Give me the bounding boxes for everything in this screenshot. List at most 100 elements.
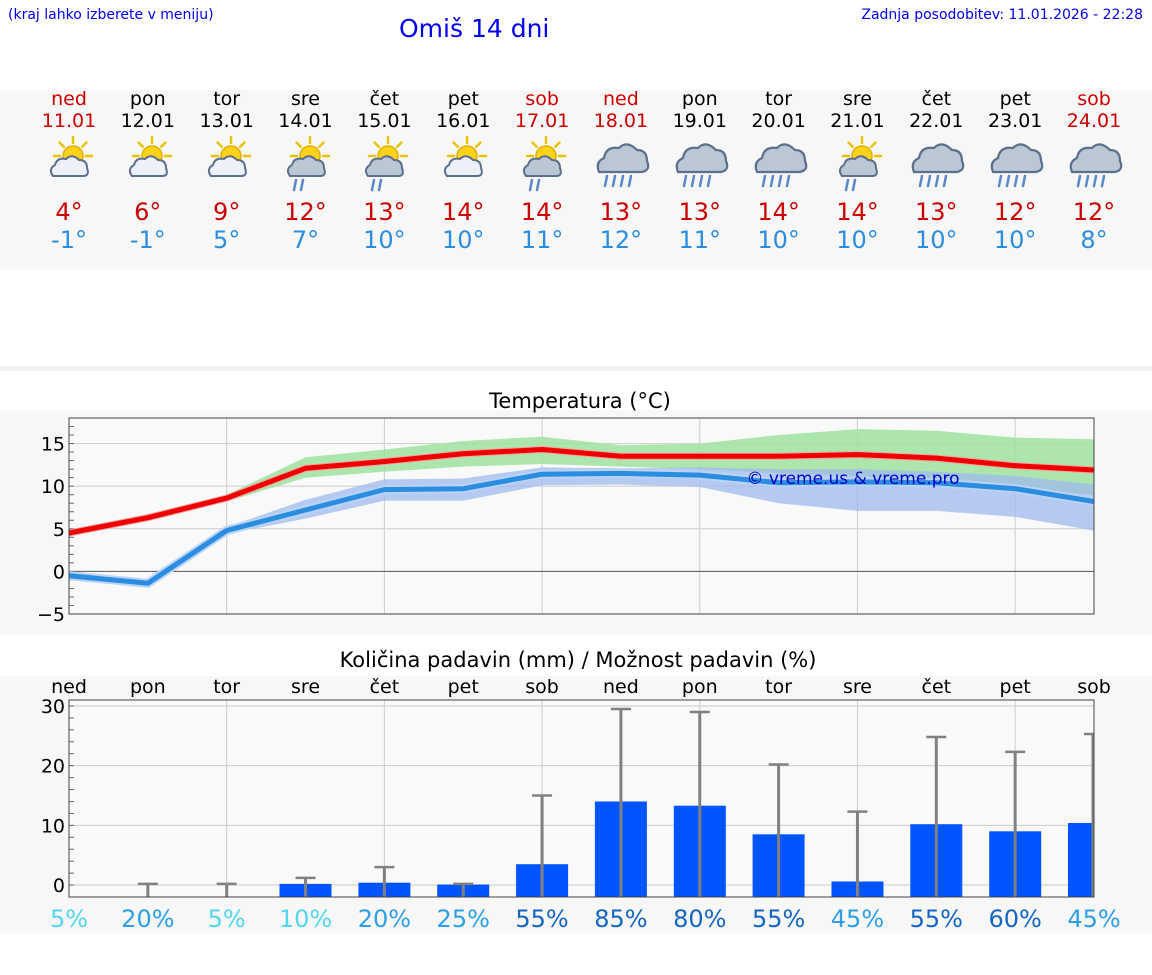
day-date: 20.01	[751, 110, 806, 132]
max-temperature: 12°	[1072, 198, 1116, 226]
rain-cloud-icon	[990, 143, 1044, 188]
rain-cloud-icon	[675, 143, 729, 188]
rain-cloud-icon	[596, 143, 650, 188]
menu-hint: (kraj lahko izberete v meniju)	[8, 7, 214, 23]
precipitation-probability: 5%	[208, 905, 246, 933]
precipitation-chart: 0102030ned5%pon20%tor5%sre10%čet20%pet25…	[41, 648, 1121, 933]
rain-cloud-icon	[1069, 143, 1123, 188]
min-temperature: 10°	[442, 226, 485, 254]
x-category-label: ned	[603, 676, 639, 698]
forecast-day: ned 11.01 4° -1°	[29, 88, 109, 254]
max-temperature: 13°	[599, 198, 643, 226]
min-temperature: 10°	[757, 226, 800, 254]
day-name: sre	[291, 88, 320, 110]
last-updated: Zadnja posodobitev: 11.01.2026 - 22:28	[861, 7, 1143, 23]
max-temperature: 6°	[134, 198, 162, 226]
x-category-label: pet	[448, 676, 479, 698]
y-tick-label: 5	[53, 519, 65, 541]
max-temperature: 12°	[284, 198, 327, 226]
sun-cloud-icon	[128, 136, 173, 177]
precipitation-probability: 85%	[594, 905, 647, 933]
day-name: ned	[51, 88, 87, 110]
forecast-day: čet 15.01 13° 10°	[344, 88, 424, 254]
day-name: pet	[447, 88, 479, 110]
max-temperature: 13°	[678, 198, 722, 226]
forecast-day: pet 23.01 12° 10°	[975, 88, 1055, 254]
max-temperature: 13°	[363, 198, 406, 226]
min-temperature: 10°	[993, 226, 1037, 254]
day-name: tor	[765, 88, 793, 110]
sun-cloud-rain-icon	[365, 136, 409, 192]
max-temperature: 14°	[520, 198, 564, 226]
min-temperature: 10°	[836, 226, 879, 254]
max-temperature: 14°	[757, 198, 800, 226]
forecast-day: sob 17.01 14° 11°	[502, 88, 582, 254]
day-date: 21.01	[830, 110, 885, 132]
forecast-day: pon 12.01 6° -1°	[108, 88, 188, 254]
min-temperature: 8°	[1080, 226, 1108, 254]
separator	[0, 366, 1152, 371]
day-date: 14.01	[278, 110, 333, 132]
precipitation-probability: 25%	[437, 905, 490, 933]
x-category-label: sob	[1077, 676, 1111, 698]
forecast-day: sre 21.01 14° 10°	[818, 88, 898, 254]
y-tick-label: 10	[41, 476, 65, 498]
day-name: pon	[129, 88, 166, 110]
precipitation-probability: 60%	[988, 905, 1041, 933]
day-name: pet	[999, 88, 1031, 110]
day-name: ned	[602, 88, 639, 110]
watermark: © vreme.us & vreme.pro	[746, 469, 959, 489]
day-date: 22.01	[909, 110, 964, 132]
x-category-label: pet	[1000, 676, 1031, 698]
chart-title: Temperatura (°C)	[488, 389, 671, 413]
day-date: 11.01	[41, 110, 97, 132]
forecast-day: ned 18.01 13° 12°	[581, 88, 661, 254]
day-date: 16.01	[436, 110, 491, 132]
min-temperature: 10°	[363, 226, 406, 254]
forecast-day: tor 13.01 9° 5°	[187, 88, 267, 254]
x-category-label: sob	[525, 676, 559, 698]
day-date: 17.01	[514, 110, 570, 132]
day-date: 19.01	[672, 110, 727, 132]
min-temperature-line	[68, 470, 1095, 586]
max-temperature: 9°	[213, 198, 241, 226]
y-tick-label: 20	[41, 756, 65, 778]
forecast-day: pet 16.01 14° 10°	[423, 88, 503, 254]
precipitation-probability: 80%	[673, 905, 726, 933]
x-category-label: sre	[843, 676, 872, 698]
min-temperature: 11°	[678, 226, 722, 254]
chart-title: Količina padavin (mm) / Možnost padavin …	[340, 648, 817, 672]
day-date: 13.01	[199, 110, 254, 132]
precipitation-bar	[1068, 823, 1094, 897]
precipitation-probability: 55%	[910, 905, 963, 933]
min-temperature: -1°	[129, 226, 166, 254]
day-name: sre	[843, 88, 872, 110]
max-temperature-line	[68, 447, 1095, 536]
min-temperature: -1°	[51, 226, 87, 254]
max-temperature: 4°	[55, 198, 83, 226]
plot-frame	[68, 699, 1095, 898]
day-name: čet	[921, 88, 952, 110]
y-tick-label: 0	[53, 561, 65, 583]
forecast-day: tor 20.01 14° 10°	[739, 88, 819, 254]
x-category-label: čet	[370, 676, 400, 698]
day-date: 15.01	[357, 110, 412, 132]
sun-cloud-icon	[207, 136, 251, 177]
day-name: sob	[1077, 88, 1111, 110]
sun-cloud-icon	[444, 136, 488, 177]
page-title: Omiš 14 dni	[399, 14, 550, 43]
max-temperature: 14°	[442, 198, 485, 226]
x-category-label: pon	[682, 676, 718, 698]
min-temperature: 10°	[915, 226, 958, 254]
rain-cloud-icon	[754, 143, 807, 188]
day-name: čet	[369, 88, 400, 110]
day-date: 12.01	[120, 110, 175, 132]
x-category-label: sre	[291, 676, 320, 698]
y-tick-label: 10	[41, 815, 65, 837]
min-temperature: 7°	[291, 226, 320, 254]
min-temperature: 11°	[520, 226, 564, 254]
min-temperature: 12°	[599, 226, 643, 254]
x-category-label: tor	[765, 676, 792, 698]
plot-frame	[68, 417, 1095, 615]
precipitation-probability: 55%	[515, 905, 568, 933]
